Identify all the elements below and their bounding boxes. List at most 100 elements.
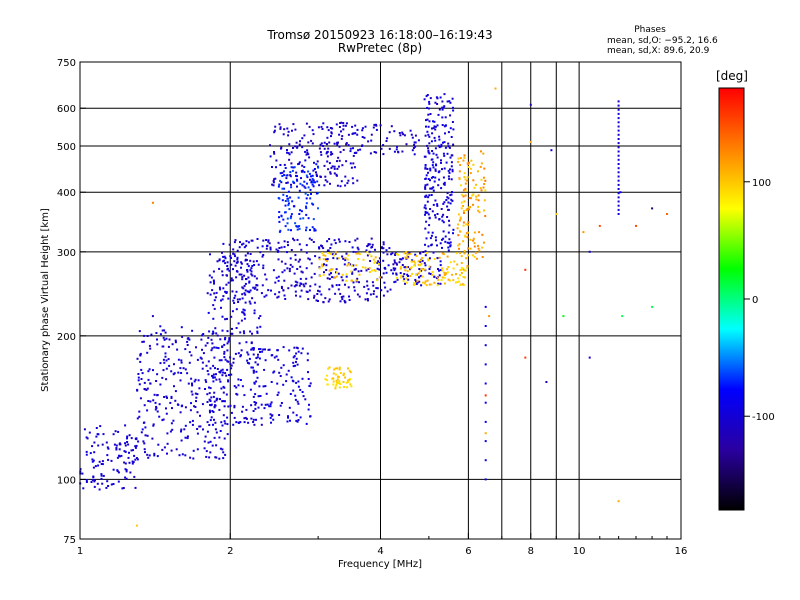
data-point xyxy=(442,237,445,240)
data-point xyxy=(233,385,236,388)
data-point xyxy=(241,385,244,388)
data-point xyxy=(342,380,345,383)
data-point xyxy=(419,260,422,263)
data-point xyxy=(233,260,236,263)
data-point xyxy=(253,301,256,304)
data-point xyxy=(619,191,622,194)
data-point xyxy=(269,416,272,419)
data-point xyxy=(308,172,311,175)
data-point xyxy=(293,272,296,275)
data-point xyxy=(426,94,429,96)
data-point xyxy=(213,436,216,439)
data-point xyxy=(328,366,331,369)
data-point xyxy=(268,348,271,351)
data-point xyxy=(452,232,454,235)
data-point xyxy=(212,304,215,307)
data-point xyxy=(257,263,260,266)
data-point xyxy=(85,453,88,456)
data-point xyxy=(417,263,420,266)
data-point xyxy=(230,257,232,259)
data-point xyxy=(447,246,450,249)
data-point xyxy=(305,229,307,232)
data-point xyxy=(432,189,435,192)
data-point xyxy=(317,289,319,292)
data-point xyxy=(371,243,374,246)
data-point xyxy=(617,146,620,149)
data-point xyxy=(284,167,287,169)
data-point xyxy=(393,281,396,284)
data-point xyxy=(388,247,391,250)
data-point xyxy=(238,298,241,301)
data-point xyxy=(404,282,406,285)
data-point xyxy=(270,421,272,424)
data-point xyxy=(282,218,285,221)
data-point xyxy=(303,180,306,183)
data-point xyxy=(395,273,398,276)
data-point xyxy=(221,270,224,273)
data-point xyxy=(449,168,451,171)
data-point xyxy=(352,162,355,165)
data-point xyxy=(224,290,227,293)
data-point xyxy=(220,306,222,309)
data-point xyxy=(300,282,303,285)
data-point xyxy=(273,152,276,155)
stats-heading: Phases xyxy=(634,25,666,35)
data-point xyxy=(263,368,266,371)
data-point xyxy=(457,160,460,163)
data-point xyxy=(318,267,321,270)
data-point xyxy=(194,392,197,395)
data-point xyxy=(256,356,259,359)
data-point xyxy=(286,251,288,254)
data-point xyxy=(455,252,458,255)
data-point xyxy=(401,264,404,266)
data-point xyxy=(449,241,452,244)
data-point xyxy=(369,293,372,296)
data-point xyxy=(131,460,134,463)
data-point xyxy=(424,280,427,283)
data-point xyxy=(454,281,457,284)
data-point xyxy=(449,261,452,264)
data-point xyxy=(477,194,480,197)
data-point xyxy=(270,381,273,383)
data-point xyxy=(296,238,299,241)
data-point xyxy=(460,267,463,269)
data-point xyxy=(436,203,439,206)
data-point xyxy=(166,452,168,455)
data-point xyxy=(318,258,321,261)
data-point xyxy=(302,283,305,286)
data-point xyxy=(153,393,156,396)
data-point xyxy=(477,247,480,250)
data-point xyxy=(326,160,329,163)
data-point xyxy=(347,286,350,289)
data-point xyxy=(400,258,403,261)
data-point xyxy=(241,410,244,413)
data-point xyxy=(286,222,289,225)
data-point xyxy=(219,430,222,432)
y-tick-label: 75 xyxy=(63,535,76,546)
data-point xyxy=(253,264,256,266)
data-point xyxy=(440,187,443,190)
data-point xyxy=(428,102,431,105)
data-point xyxy=(457,244,460,247)
data-point xyxy=(193,405,196,408)
data-point xyxy=(206,393,209,396)
data-point xyxy=(433,136,436,139)
data-point xyxy=(143,334,146,337)
data-point xyxy=(290,284,293,287)
data-point xyxy=(328,288,331,291)
data-point xyxy=(463,176,466,179)
data-point xyxy=(243,332,246,335)
data-point xyxy=(127,443,130,446)
data-point xyxy=(424,184,427,187)
data-point xyxy=(287,199,290,202)
data-point xyxy=(317,166,320,169)
data-point xyxy=(422,268,424,271)
data-point xyxy=(283,294,286,297)
data-point xyxy=(368,243,371,246)
grid-lines xyxy=(80,62,681,539)
data-point xyxy=(432,203,435,206)
data-point xyxy=(329,172,332,175)
data-point xyxy=(472,239,475,242)
data-point xyxy=(293,166,296,169)
data-point xyxy=(143,442,146,445)
